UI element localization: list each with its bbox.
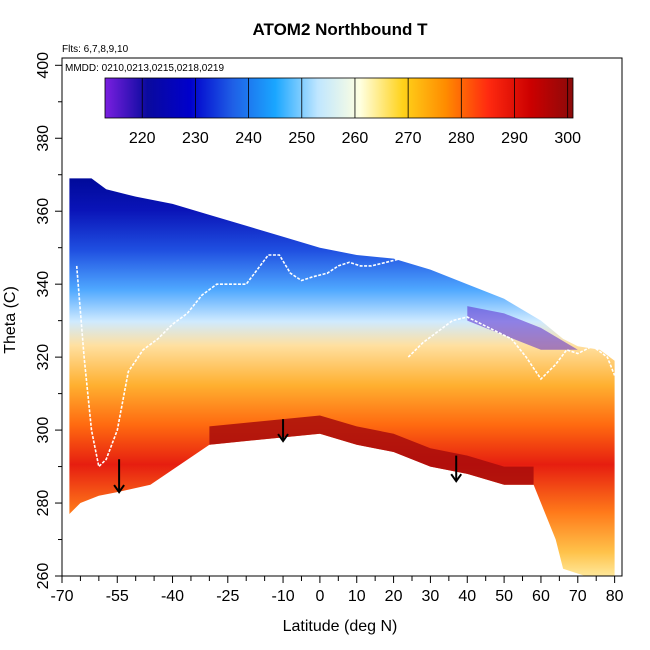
x-tick-label: -55: [106, 588, 129, 605]
y-tick-label: 300: [35, 417, 52, 444]
x-tick-label: -70: [50, 588, 73, 605]
x-axis-title: Latitude (deg N): [283, 618, 398, 635]
colorbar-tick-label: 290: [501, 130, 528, 147]
colorbar-tick-label: 240: [235, 130, 262, 147]
y-tick-label: 360: [35, 198, 52, 225]
x-tick-label: 0: [315, 588, 324, 605]
y-tick-label: 280: [35, 490, 52, 517]
colorbar-tick-label: 260: [342, 130, 369, 147]
chart-title: ATOM2 Northbound T: [252, 20, 428, 39]
x-tick-label: 50: [495, 588, 513, 605]
dates-note: MMDD: 0210,0213,0215,0218,0219: [65, 63, 224, 74]
arrow-head: [450, 473, 463, 483]
colorbar-tick-label: 270: [395, 130, 422, 147]
temperature-bands: [209, 306, 578, 485]
plot-frame: [61, 57, 623, 577]
tropopause-profile-right: [407, 316, 616, 381]
x-axis: -70 -55 -40 -25 -10 0 10 20 30 40 50 60 70 80: [50, 576, 624, 605]
temperature-field: [69, 178, 615, 576]
x-tick-label: 60: [532, 588, 550, 605]
colorbar-ticks: 220 230 240 250 260 270 280 290 300: [129, 78, 581, 147]
flights-note: Flts: 6,7,8,9,10: [62, 44, 129, 55]
colorbar: 220 230 240 250 260 270 280 290 300: [104, 77, 581, 147]
y-tick-label: 400: [35, 52, 52, 79]
y-tick-label: 340: [35, 271, 52, 298]
x-tick-label: 20: [385, 588, 403, 605]
y-axis: 260 280 300 320 340 360 380 400: [35, 52, 62, 590]
x-tick-label: 70: [569, 588, 587, 605]
colorbar-tick-label: 230: [182, 130, 209, 147]
x-tick-label: 80: [606, 588, 624, 605]
x-tick-label: 10: [348, 588, 366, 605]
x-tick-label: -10: [271, 588, 294, 605]
x-tick-label: 40: [458, 588, 476, 605]
x-tick-label: -25: [216, 588, 239, 605]
marker-arrows: [113, 419, 463, 494]
y-tick-label: 380: [35, 125, 52, 152]
tropopause-profile-left: [75, 254, 402, 469]
arrow-head: [277, 433, 289, 443]
arrow-head: [113, 484, 125, 494]
y-axis-title: Theta (C): [2, 286, 19, 354]
colorbar-tick-label: 220: [129, 130, 156, 147]
tropopause-isolines: [75, 254, 616, 469]
colorbar-rect: [104, 77, 574, 119]
x-tick-label: -40: [161, 588, 184, 605]
colorbar-tick-label: 300: [554, 130, 581, 147]
warm-band: [209, 415, 534, 485]
colorbar-tick-label: 250: [288, 130, 315, 147]
x-tick-label: 30: [422, 588, 440, 605]
cold-cap: [467, 306, 578, 350]
y-tick-label: 320: [35, 344, 52, 371]
y-tick-label: 260: [35, 563, 52, 590]
plot-area: [69, 178, 616, 576]
colorbar-tick-label: 280: [448, 130, 475, 147]
